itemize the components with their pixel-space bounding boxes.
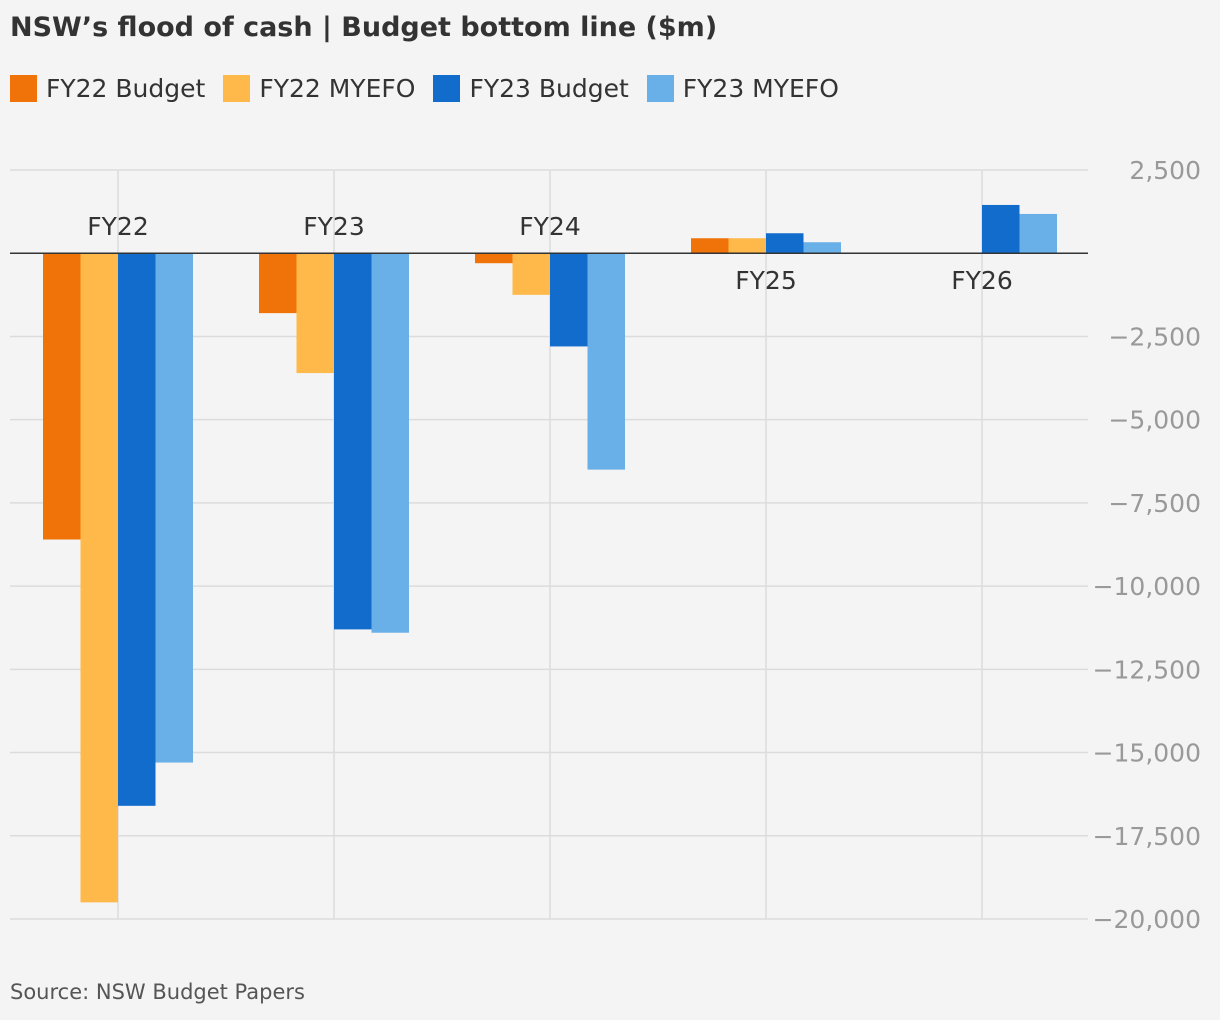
legend-swatch-fy22-myefo [223, 75, 251, 102]
legend-swatch-fy23-myefo [646, 75, 674, 102]
chart-legend: FY22 Budget FY22 MYEFO FY23 Budget FY23 … [10, 74, 857, 103]
bar-fy25-fy23-budget [766, 233, 804, 254]
y-tick-label: −2,500 [1108, 322, 1201, 351]
bar-fy24-fy23-budget [550, 253, 588, 347]
bar-fy26-fy23-budget [982, 204, 1020, 254]
legend-label-fy23-myefo: FY23 MYEFO [682, 74, 839, 103]
legend-swatch-fy22-budget [10, 75, 37, 102]
bar-fy25-fy23-myefo [803, 242, 841, 254]
bar-fy22-fy22-budget [43, 253, 81, 540]
bar-fy22-fy23-myefo [155, 253, 193, 763]
category-label-fy25: FY25 [735, 266, 796, 295]
category-label-fy22: FY22 [87, 212, 148, 241]
y-tick-label: 2,500 [1129, 156, 1201, 185]
bar-fy25-fy22-myefo [728, 238, 766, 254]
bar-fy24-fy22-budget [475, 253, 513, 264]
legend-item-fy22-budget: FY22 Budget [10, 74, 205, 103]
legend-item-fy23-budget: FY23 Budget [433, 74, 629, 103]
legend-label-fy23-budget: FY23 Budget [469, 74, 629, 103]
bar-fy22-fy23-budget [118, 253, 156, 806]
category-label-fy23: FY23 [303, 212, 364, 241]
source-note: Source: NSW Budget Papers [10, 980, 305, 1004]
y-tick-label: −5,000 [1108, 406, 1201, 435]
y-tick-label: −17,500 [1093, 822, 1201, 851]
bar-fy23-fy22-budget [259, 253, 297, 314]
legend-item-fy23-myefo: FY23 MYEFO [646, 74, 839, 103]
bar-fy23-fy23-budget [334, 253, 372, 630]
category-label-fy26: FY26 [951, 266, 1012, 295]
category-label-fy24: FY24 [519, 212, 580, 241]
y-tick-label: −7,500 [1108, 489, 1201, 518]
bar-fy25-fy22-budget [691, 238, 729, 254]
legend-label-fy22-budget: FY22 Budget [46, 74, 206, 103]
y-tick-label: −10,000 [1093, 572, 1201, 601]
bar-fy23-fy22-myefo [296, 253, 334, 374]
legend-label-fy22-myefo: FY22 MYEFO [259, 74, 416, 103]
y-tick-label: −20,000 [1093, 905, 1201, 934]
bar-fy26-fy23-myefo [1019, 213, 1057, 254]
legend-swatch-fy23-budget [433, 75, 461, 102]
chart-title: NSW’s flood of cash | Budget bottom line… [10, 12, 718, 43]
legend-item-fy22-myefo: FY22 MYEFO [223, 74, 415, 103]
y-tick-label: −15,000 [1093, 739, 1201, 768]
bar-fy24-fy22-myefo [512, 253, 550, 295]
y-tick-label: −12,500 [1093, 655, 1201, 684]
bar-fy22-fy22-myefo [80, 253, 118, 903]
bar-fy23-fy23-myefo [371, 253, 409, 633]
bar-fy24-fy23-myefo [587, 253, 625, 470]
